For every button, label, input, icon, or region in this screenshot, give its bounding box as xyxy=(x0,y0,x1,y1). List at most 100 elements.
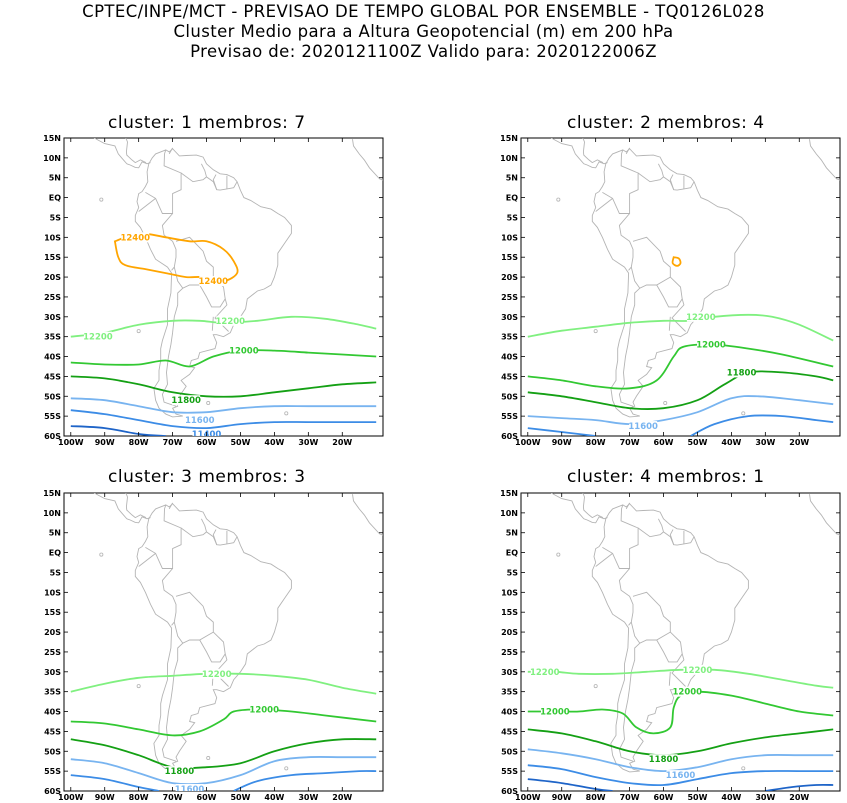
country-border xyxy=(595,198,613,212)
lon-tick-label: 20W xyxy=(789,438,809,447)
lat-tick-label: EQ xyxy=(49,549,61,558)
coastline-south-america xyxy=(134,503,292,773)
lat-tick-label: 10N xyxy=(500,509,518,518)
contour-label: 12200 xyxy=(83,333,113,343)
lat-tick-label: 5S xyxy=(50,568,62,577)
country-border xyxy=(145,504,182,569)
coastline-central-america-east xyxy=(125,138,147,164)
header-line-1: CPTEC/INPE/MCT - PREVISAO DE TEMPO GLOBA… xyxy=(82,2,765,21)
country-border xyxy=(671,653,686,687)
lon-tick-label: 40W xyxy=(264,793,284,802)
contour-11200 xyxy=(70,425,166,436)
lat-tick-label: 50S xyxy=(501,747,518,756)
contour-label: 11800 xyxy=(649,755,679,765)
contour-label-bg xyxy=(216,315,245,326)
map-panel-2-group: 12200 12000 11800 11600 15N 10N 5N EQ 5S 10S 15S 20… xyxy=(500,134,841,447)
lon-tick-label: 60W xyxy=(197,438,217,447)
lon-tick-label: 40W xyxy=(721,793,741,802)
contour-label: 12200 xyxy=(202,670,232,680)
lat-tick-label: 30S xyxy=(44,668,61,677)
coastline-south-america xyxy=(591,503,749,773)
lat-tick-label: 15N xyxy=(500,489,518,498)
country-border xyxy=(668,316,671,331)
lat-tick-label: 10S xyxy=(44,588,61,597)
coastline-south-america xyxy=(134,148,292,418)
country-border xyxy=(199,276,226,308)
panel-3-title: cluster: 3 membros: 3 xyxy=(108,467,306,487)
contour-label: 12200 xyxy=(683,666,713,676)
country-border xyxy=(161,287,184,407)
country-border xyxy=(618,642,641,762)
contour-12400 xyxy=(671,256,682,267)
lat-tick-label: 10N xyxy=(500,154,518,163)
contour-label-bg xyxy=(229,345,258,356)
country-border xyxy=(663,531,695,546)
lat-tick-label: 20S xyxy=(501,273,518,282)
contour-label-bg xyxy=(686,311,715,322)
country-border xyxy=(145,149,182,214)
lon-tick-label: 40W xyxy=(264,438,284,447)
contour-11200b xyxy=(765,783,834,791)
lon-tick-label: 30W xyxy=(755,438,775,447)
contour-label: 12400 xyxy=(120,233,150,243)
lon-tick-label: 90W xyxy=(552,793,572,802)
lat-tick-label: 60S xyxy=(501,432,518,441)
lat-tick-label: 25S xyxy=(44,648,61,657)
island xyxy=(284,411,289,416)
lat-tick-label: 40S xyxy=(501,708,518,717)
contour-label: 12000 xyxy=(672,688,702,698)
panel-4-title: cluster: 4 membros: 1 xyxy=(567,467,765,487)
contour-label: 12200 xyxy=(686,313,716,323)
lat-tick-label: 30S xyxy=(44,313,61,322)
lon-tick-label: 80W xyxy=(129,793,149,802)
contour-12400 xyxy=(113,232,239,282)
lat-tick-label: 15S xyxy=(44,608,61,617)
contour-label: 11800 xyxy=(171,396,201,406)
island xyxy=(593,329,598,334)
contour-label: 12200 xyxy=(530,668,560,678)
country-border xyxy=(161,642,184,762)
contour-label-bg xyxy=(727,367,756,378)
lat-tick-label: 5N xyxy=(49,174,61,183)
map-panel-3-group: 12200 12000 11800 11600 15N 10N 5N EQ 5S 10S 15S 20… xyxy=(43,489,384,802)
contour-label-bg xyxy=(175,784,204,791)
contour-label-bg xyxy=(83,331,112,342)
lat-tick-label: 10N xyxy=(43,154,61,163)
country-border xyxy=(656,631,683,663)
country-border xyxy=(668,671,671,686)
lat-tick-label: 15S xyxy=(501,608,518,617)
contour-label-bg xyxy=(530,666,559,677)
island xyxy=(206,756,211,761)
coastline-south-america xyxy=(591,148,749,418)
lat-tick-label: 15N xyxy=(43,134,61,143)
country-border xyxy=(618,568,634,626)
lon-tick-label: 50W xyxy=(687,793,707,802)
lon-tick-label: 20W xyxy=(332,438,352,447)
contour-label: 11800 xyxy=(165,767,195,777)
contour-11400 xyxy=(70,409,377,430)
country-border xyxy=(180,163,208,183)
lon-tick-label: 50W xyxy=(230,793,250,802)
contour-label-bg xyxy=(673,686,702,697)
lon-tick-label: 90W xyxy=(95,438,115,447)
island xyxy=(99,552,104,557)
coastline-central-america-east xyxy=(582,493,604,519)
lat-tick-label: 10S xyxy=(501,588,518,597)
contour-label: 12000 xyxy=(229,347,259,357)
coastline-central-america xyxy=(521,138,608,169)
lat-tick-label: 40S xyxy=(44,353,61,362)
coastline-africa xyxy=(352,139,383,181)
coastline-africa xyxy=(352,494,383,536)
island xyxy=(284,766,289,771)
contour-11400 xyxy=(527,764,834,787)
contour-11800 xyxy=(527,728,834,757)
lat-tick-label: 5S xyxy=(507,568,519,577)
lon-tick-label: 40W xyxy=(721,438,741,447)
lat-tick-label: 45S xyxy=(44,372,61,381)
country-border xyxy=(618,287,641,407)
contour-label-bg xyxy=(121,232,150,243)
lat-tick-label: 25S xyxy=(501,293,518,302)
contour-11600 xyxy=(527,748,834,773)
